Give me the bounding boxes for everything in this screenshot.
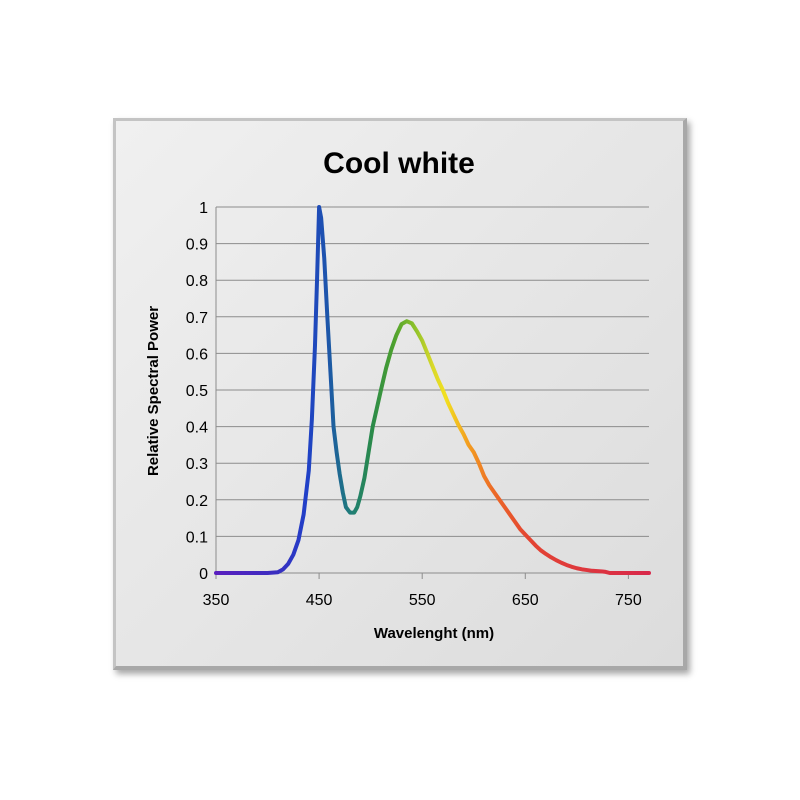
y-tick-label-0: 0 bbox=[199, 566, 208, 583]
series-layer bbox=[214, 205, 651, 575]
x-tick-label-4: 750 bbox=[615, 592, 642, 609]
series-line-0 bbox=[214, 205, 651, 575]
y-tick-label-8: 0.8 bbox=[186, 273, 208, 290]
x-axis-title: Wavelenght (nm) bbox=[374, 625, 494, 642]
x-tick-label-3: 650 bbox=[512, 592, 539, 609]
y-tick-label-10: 1 bbox=[199, 200, 208, 217]
y-tick-label-2: 0.2 bbox=[186, 493, 208, 510]
y-tick-label-6: 0.6 bbox=[186, 346, 208, 363]
axis-layer: 0 0.1 0.2 0.3 0.4 0.5 0.6 0.7 0.8 0.9 1 350 450 550 65… bbox=[186, 200, 642, 609]
y-tick-label-5: 0.5 bbox=[186, 383, 208, 400]
text-layer: Cool white Wavelenght (nm) Relative Spec… bbox=[145, 147, 494, 642]
chart-title: Cool white bbox=[323, 147, 475, 180]
y-tick-label-4: 0.4 bbox=[186, 420, 208, 437]
chart-frame: 0 0.1 0.2 0.3 0.4 0.5 0.6 0.7 0.8 0.9 1 350 450 550 65… bbox=[113, 118, 687, 670]
x-tick-label-0: 350 bbox=[203, 592, 230, 609]
grid-layer bbox=[216, 206, 649, 574]
chart-svg: 0 0.1 0.2 0.3 0.4 0.5 0.6 0.7 0.8 0.9 1 350 450 550 65… bbox=[145, 147, 651, 642]
y-tick-label-7: 0.7 bbox=[186, 310, 208, 327]
y-axis-title: Relative Spectral Power bbox=[145, 306, 162, 476]
y-tick-label-3: 0.3 bbox=[186, 456, 208, 473]
x-tick-label-2: 550 bbox=[409, 592, 436, 609]
x-tick-label-1: 450 bbox=[306, 592, 333, 609]
y-tick-label-1: 0.1 bbox=[186, 529, 208, 546]
y-tick-label-9: 0.9 bbox=[186, 237, 208, 254]
